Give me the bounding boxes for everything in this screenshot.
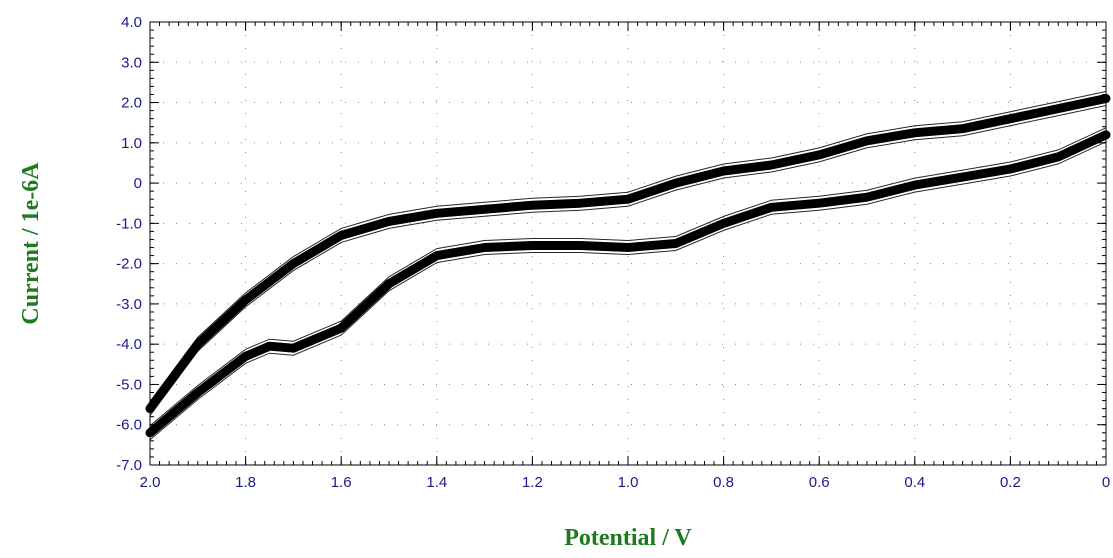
cv-trace-cycle: [149, 127, 1107, 427]
cv-data-point: [436, 212, 438, 215]
y-tick-label: 1.0: [121, 135, 142, 152]
cv-data-point: [579, 244, 581, 247]
x-tick-label: 1.6: [331, 474, 352, 491]
cv-data-point: [722, 222, 725, 225]
y-tick-label: -5.0: [116, 376, 142, 393]
x-tick-label: 1.8: [235, 474, 256, 491]
cv-data-point: [627, 246, 629, 249]
x-tick-label: 1.4: [426, 474, 447, 491]
x-tick-label: 0.4: [904, 474, 925, 491]
x-axis-title: Potential / V: [564, 525, 692, 551]
x-tick-label: 0.8: [713, 474, 734, 491]
cv-data-point: [340, 234, 343, 237]
cv-data-point: [818, 154, 820, 156]
y-tick-label: -7.0: [116, 457, 142, 474]
cv-data-point: [483, 246, 486, 249]
cv-data-point: [340, 327, 343, 329]
cv-data-point: [675, 242, 677, 245]
cv-data-point: [483, 208, 486, 211]
cv-data-point: [244, 355, 247, 358]
y-tick-label: 3.0: [121, 54, 142, 71]
cv-data-point: [1057, 107, 1059, 110]
cv-data-point: [961, 127, 964, 130]
y-tick-labels: 4.0 3.0 2.0 1.0 0 -1.0 -2.0 -3.0 -4.0 -5.0 -6.0 -7.…: [116, 14, 142, 474]
cv-data-point: [914, 184, 916, 186]
x-tick-labels: 2.0 1.8 1.6 1.4 1.2 1.0 0.8 0.6 0.4 0.2 0: [140, 474, 1111, 491]
cv-trace-cycle: [149, 91, 1107, 402]
cv-data-point: [675, 182, 677, 184]
cv-data-point: [1009, 168, 1012, 170]
cv-data-point: [961, 176, 964, 178]
cv-data-point: [866, 196, 868, 198]
cv-data-point: [1057, 156, 1059, 158]
cv-data-point: [531, 244, 534, 247]
x-tick-label: 2.0: [140, 474, 161, 491]
plot-frame: [149, 21, 1107, 466]
cv-data-point: [244, 299, 247, 301]
y-axis-title: Current / 1e-6A: [18, 162, 44, 325]
cv-data-point: [1009, 117, 1012, 120]
cv-data-point: [388, 282, 390, 285]
cv-data-point: [627, 198, 629, 200]
y-tick-label: 0: [134, 175, 142, 192]
y-tick-label: 4.0: [121, 14, 142, 31]
cv-data-point: [770, 164, 773, 166]
cv-data-point: [866, 140, 868, 142]
y-tick-label: -3.0: [116, 296, 142, 313]
x-tick-label: 1.0: [618, 474, 639, 491]
cv-data-point: [722, 170, 725, 172]
cv-data-point: [914, 131, 916, 134]
y-tick-label: -1.0: [116, 215, 142, 232]
cv-trace-cycle: [149, 141, 1107, 441]
cv-data-point: [770, 206, 773, 209]
y-tick-label: -2.0: [116, 256, 142, 273]
cv-data-point: [579, 202, 581, 205]
x-tick-label: 0.2: [1000, 474, 1021, 491]
cv-data-point: [197, 391, 199, 394]
cv-traces: [145, 91, 1111, 441]
y-tick-label: -4.0: [116, 336, 142, 353]
cv-data-point: [531, 204, 534, 207]
cv-data-point: [292, 262, 295, 265]
cv-data-point: [388, 220, 390, 223]
cv-data-point: [268, 345, 271, 347]
cv-trace-band: [145, 94, 1111, 414]
cv-trace-band: [145, 130, 1111, 438]
x-tick-label: 0: [1102, 474, 1110, 491]
cv-data-point: [436, 254, 438, 257]
y-tick-label: -6.0: [116, 417, 142, 434]
cv-trace-cycle: [149, 105, 1107, 416]
x-tick-label: 1.2: [522, 474, 543, 491]
cv-data-point: [197, 343, 199, 345]
y-tick-label: 2.0: [121, 95, 142, 112]
cv-data-point: [818, 202, 820, 205]
x-tick-label: 0.6: [809, 474, 830, 491]
cv-data-point: [292, 347, 295, 350]
